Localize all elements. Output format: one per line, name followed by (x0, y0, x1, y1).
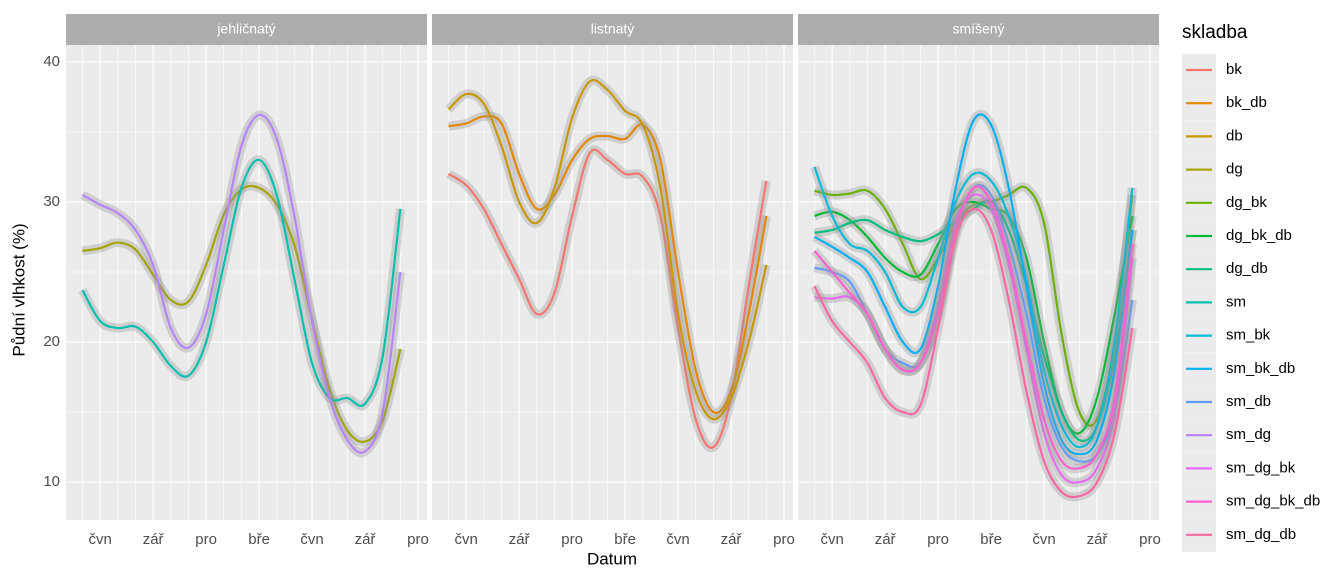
panel-background (432, 45, 793, 520)
x-tick-label: pro (1139, 531, 1161, 548)
line (447, 148, 768, 449)
x-tick-label: pro (773, 531, 795, 548)
legend-label: dg_bk (1226, 194, 1267, 211)
x-tick-label: zář (1087, 531, 1109, 548)
facet-title: jehličnatý (216, 21, 275, 37)
y-tick-label: 20 (43, 333, 60, 350)
x-tick-label: zář (143, 531, 165, 548)
line (447, 78, 768, 421)
x-tick-label: čvn (88, 531, 111, 548)
x-tick-label: čvn (454, 531, 477, 548)
line (814, 199, 1134, 442)
facet-strip (432, 14, 793, 45)
x-tick-label: pro (407, 531, 429, 548)
legend-label: sm (1226, 293, 1246, 310)
x-tick-label: zář (509, 531, 531, 548)
legend-label: sm_db (1226, 393, 1271, 410)
line (82, 184, 402, 443)
facet-title: smíšený (952, 21, 1004, 37)
x-tick-label: zář (355, 531, 377, 548)
panel-background (798, 45, 1159, 520)
x-tick-label: čvn (666, 531, 689, 548)
y-tick-label: 10 (43, 473, 60, 490)
line (81, 158, 402, 407)
legend-label: db (1226, 127, 1243, 144)
x-tick-label: pro (561, 531, 583, 548)
x-tick-label: bře (614, 531, 636, 548)
legend-label: sm_bk (1226, 327, 1271, 344)
y-axis-label: Půdní vlhkost (%) (9, 223, 28, 356)
x-axis-label: Datum (587, 549, 637, 568)
legend-title: skladba (1182, 22, 1248, 43)
line (813, 207, 1134, 499)
legend-label: bk_db (1226, 94, 1267, 111)
legend-label: dg_bk_db (1226, 227, 1292, 244)
x-tick-label: čvn (300, 531, 323, 548)
legend-label: sm_dg (1226, 426, 1271, 443)
x-tick-label: zář (721, 531, 743, 548)
line (814, 200, 1134, 435)
y-tick-label: 40 (43, 53, 60, 70)
legend-label: dg_db (1226, 260, 1268, 277)
x-tick-label: čvn (1032, 531, 1055, 548)
facet-strip (66, 14, 427, 45)
line (813, 113, 1134, 456)
line (813, 185, 1134, 470)
x-tick-label: pro (195, 531, 217, 548)
legend-label: sm_dg_bk_db (1226, 493, 1320, 510)
line (813, 166, 1134, 449)
x-tick-label: bře (248, 531, 270, 548)
x-tick-label: pro (927, 531, 949, 548)
x-tick-label: bře (980, 531, 1002, 548)
line (81, 113, 402, 454)
x-tick-label: čvn (820, 531, 843, 548)
legend-label: sm_dg_bk (1226, 459, 1296, 476)
legend-label: sm_dg_db (1226, 526, 1296, 543)
legend-label: sm_bk_db (1226, 360, 1295, 377)
legend-label: bk (1226, 61, 1242, 78)
facet-strip (798, 14, 1159, 45)
legend-label: dg (1226, 161, 1243, 178)
line (448, 115, 768, 414)
facet-title: listnatý (591, 21, 635, 37)
x-tick-label: zář (875, 531, 897, 548)
y-tick-label: 30 (43, 193, 60, 210)
